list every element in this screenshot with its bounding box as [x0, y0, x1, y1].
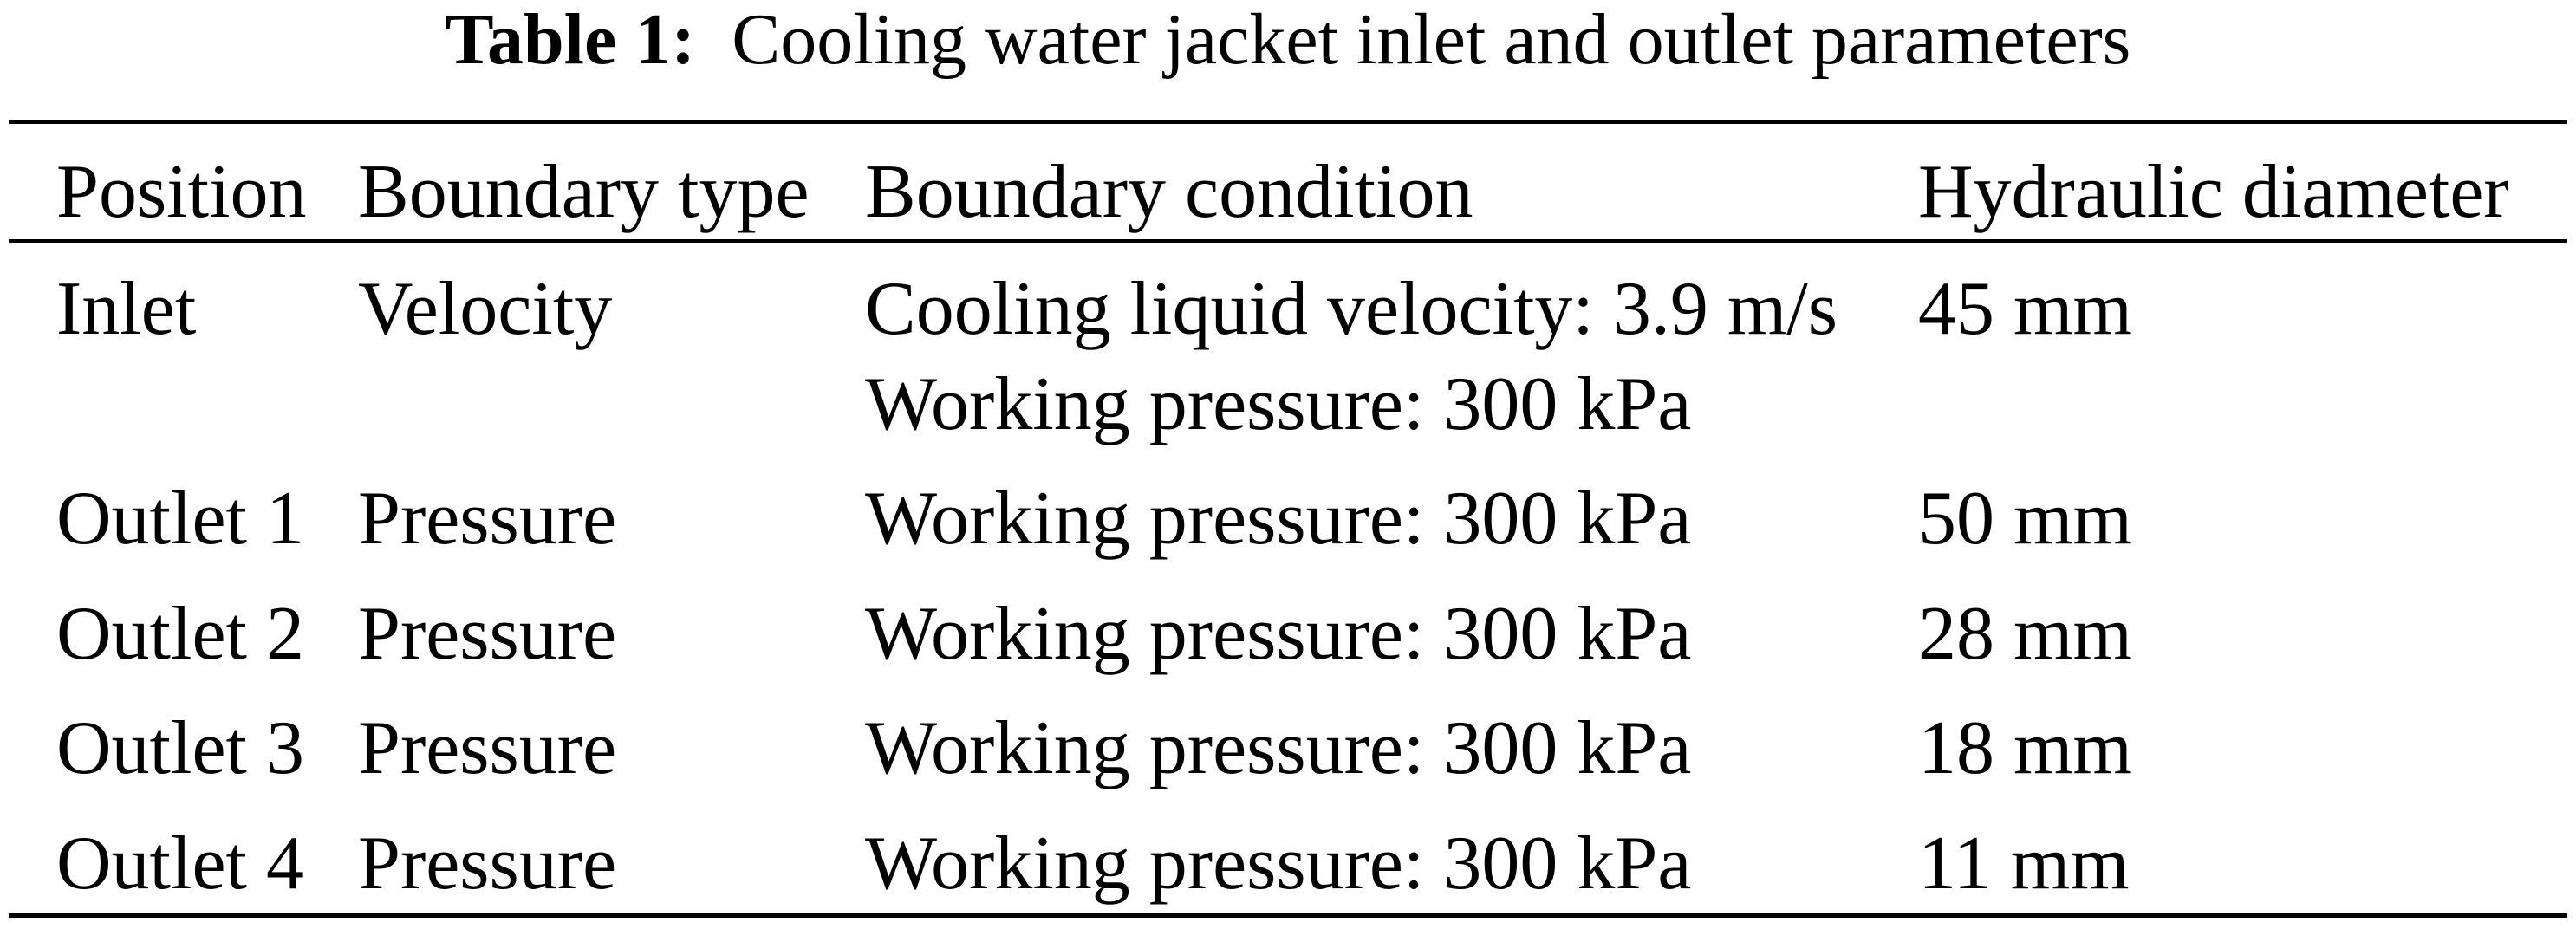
cell-hydraulic-diameter: 45 mm: [1918, 267, 2132, 351]
cell-hydraulic-diameter: 11 mm: [1918, 822, 2130, 906]
top-rule: [9, 120, 2567, 124]
caption-text: Cooling water jacket inlet and outlet pa…: [732, 0, 2131, 80]
column-header: Boundary type: [358, 150, 810, 234]
caption-label: Table 1:: [445, 0, 696, 80]
column-header: Boundary condition: [865, 150, 1473, 234]
cell-boundary-condition: Working pressure: 300 kPa: [865, 822, 1692, 906]
cell-position: Outlet 1: [56, 477, 304, 561]
cell-hydraulic-diameter: 18 mm: [1918, 706, 2132, 790]
bottom-rule: [9, 913, 2567, 918]
cell-hydraulic-diameter: 50 mm: [1918, 477, 2132, 561]
cell-boundary-condition: Working pressure: 300 kPa: [865, 706, 1692, 790]
cell-boundary-type: Velocity: [358, 267, 613, 351]
column-header: Hydraulic diameter: [1918, 150, 2509, 234]
cell-boundary-condition: Working pressure: 300 kPa: [865, 362, 1692, 446]
table-caption: Table 1: Cooling water jacket inlet and …: [0, 3, 2576, 76]
cell-boundary-type: Pressure: [358, 706, 617, 790]
header-rule: [9, 239, 2567, 243]
cell-boundary-condition: Working pressure: 300 kPa: [865, 592, 1692, 676]
cell-boundary-type: Pressure: [358, 477, 617, 561]
cell-position: Outlet 3: [56, 706, 304, 790]
cell-boundary-type: Pressure: [358, 592, 617, 676]
cell-position: Outlet 2: [56, 592, 304, 676]
cell-boundary-type: Pressure: [358, 822, 617, 906]
cell-hydraulic-diameter: 28 mm: [1918, 592, 2132, 676]
cell-position: Inlet: [56, 267, 197, 351]
cell-position: Outlet 4: [56, 822, 304, 906]
cell-boundary-condition: Working pressure: 300 kPa: [865, 477, 1692, 561]
column-header: Position: [56, 150, 307, 234]
cell-boundary-condition: Cooling liquid velocity: 3.9 m/s: [865, 267, 1838, 351]
